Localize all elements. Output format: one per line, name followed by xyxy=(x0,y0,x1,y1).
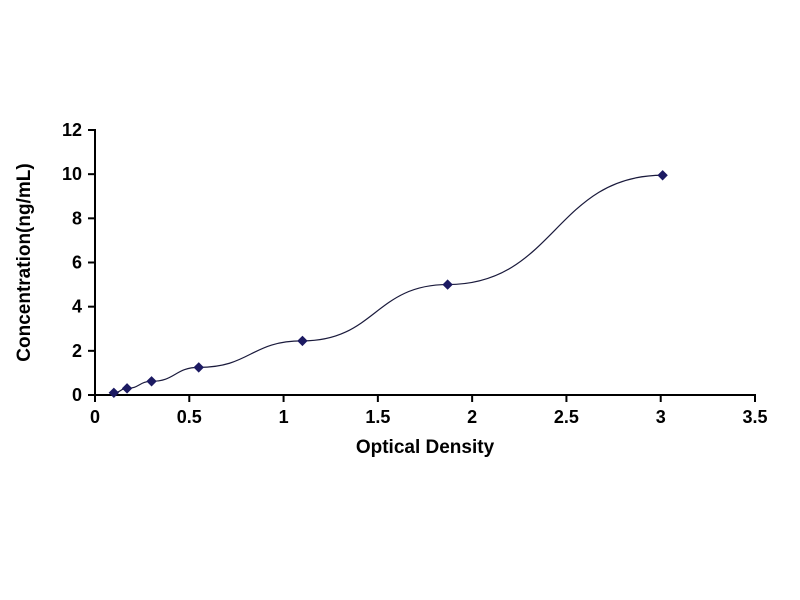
data-point-marker xyxy=(442,279,453,290)
x-tick-label: 0 xyxy=(90,407,100,427)
data-point-marker xyxy=(108,387,120,398)
x-tick-label: 3 xyxy=(656,407,666,427)
x-tick-label: 2.5 xyxy=(554,407,579,427)
data-point-marker xyxy=(297,335,308,347)
y-tick-label: 0 xyxy=(72,385,82,405)
y-tick-label: 2 xyxy=(72,341,82,361)
x-tick-label: 1 xyxy=(279,407,289,427)
data-point-marker xyxy=(657,170,668,181)
y-axis-title: Concentration(ng/mL) xyxy=(14,163,35,361)
x-axis-title: Optical Density xyxy=(356,437,495,458)
y-tick-label: 4 xyxy=(72,297,82,317)
series-line xyxy=(113,174,663,394)
x-tick-label: 3.5 xyxy=(742,407,767,427)
y-tick-label: 10 xyxy=(62,164,82,184)
y-tick-label: 6 xyxy=(72,253,82,273)
y-tick-label: 12 xyxy=(62,120,82,140)
x-tick-label: 2 xyxy=(467,407,477,427)
data-point-marker xyxy=(146,376,157,387)
y-tick-label: 8 xyxy=(72,208,82,228)
x-tick-label: 1.5 xyxy=(365,407,390,427)
x-tick-label: 0.5 xyxy=(177,407,202,427)
data-point-marker xyxy=(193,362,204,373)
data-point-marker xyxy=(121,383,133,394)
